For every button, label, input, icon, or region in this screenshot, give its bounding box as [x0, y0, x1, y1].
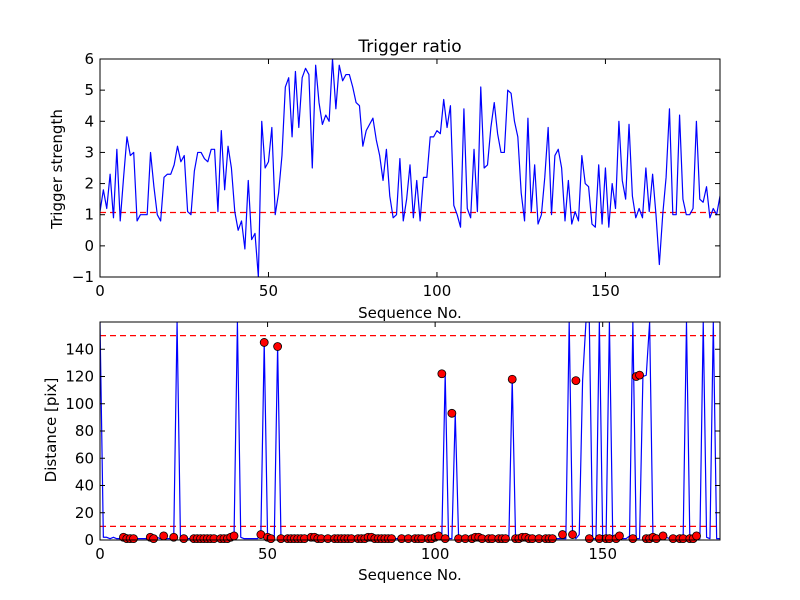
distance-subplot: 0 50 100 150 0 20 40 60 80 100 120 140 Sequence No… — [42, 321, 721, 584]
data-point-marker — [273, 342, 283, 351]
data-point-marker — [692, 531, 701, 541]
y-tick-label: 0 — [84, 531, 94, 549]
series-line — [100, 59, 720, 277]
data-point-marker — [584, 534, 594, 544]
x-tick-labels: 0 50 100 150 — [95, 322, 617, 563]
y-tick-label: 4 — [84, 112, 94, 130]
y-tick-label: 2 — [84, 175, 94, 193]
y-tick-labels: 0 20 40 60 80 100 120 140 — [65, 340, 720, 549]
y-tick-label: 1 — [84, 206, 94, 224]
y-tick-label: 100 — [65, 395, 94, 413]
data-point-marker — [615, 531, 624, 541]
y-axis-label: Trigger strength — [48, 109, 66, 230]
y-tick-label: −1 — [72, 268, 94, 286]
x-tick-label: 0 — [95, 545, 105, 563]
data-point-marker — [548, 534, 557, 544]
axes-frame — [99, 58, 721, 278]
data-point-marker — [259, 338, 269, 347]
distance-plot-area — [99, 321, 721, 544]
data-point-marker — [571, 376, 581, 385]
x-tick-label: 50 — [258, 545, 277, 563]
chart-title: Trigger ratio — [357, 37, 461, 57]
data-point-marker — [507, 374, 517, 384]
y-tick-labels: −1 0 1 2 3 4 5 6 — [72, 50, 720, 286]
data-point-marker — [447, 408, 457, 418]
data-point-marker — [658, 531, 668, 541]
data-point-marker — [635, 370, 644, 380]
data-point-marker — [169, 532, 179, 542]
data-point-marker — [179, 534, 189, 544]
y-tick-label: 40 — [75, 477, 94, 495]
y-tick-label: 5 — [84, 81, 94, 99]
y-tick-label: 0 — [84, 237, 94, 255]
data-point-marker — [149, 534, 159, 544]
data-point-marker — [440, 534, 450, 544]
data-point-marker — [266, 534, 276, 544]
data-point-marker — [437, 369, 447, 379]
y-tick-label: 6 — [84, 50, 94, 68]
x-tick-label: 150 — [591, 282, 620, 300]
x-tick-label: 0 — [95, 282, 105, 300]
y-tick-label: 80 — [75, 422, 94, 440]
data-point-marker — [568, 530, 577, 539]
y-tick-label: 60 — [75, 449, 94, 467]
x-tick-label: 100 — [423, 282, 452, 300]
plot-content — [100, 59, 720, 277]
data-point-marker — [558, 530, 567, 539]
x-tick-label: 100 — [421, 545, 450, 563]
data-point-marker — [129, 534, 138, 544]
x-tick-labels: 0 50 100 150 — [95, 59, 620, 300]
x-tick-label: 150 — [588, 545, 617, 563]
x-axis-label: Sequence No. — [358, 304, 462, 322]
x-axis-label: Sequence No. — [358, 566, 462, 584]
data-point-marker — [229, 531, 239, 541]
data-point-marker — [159, 531, 169, 541]
data-point-marker — [501, 534, 510, 544]
x-tick-label: 50 — [259, 282, 278, 300]
y-axis-label: Distance [pix] — [42, 378, 60, 483]
data-point-marker — [387, 534, 396, 544]
y-tick-label: 3 — [84, 143, 94, 161]
y-tick-label: 140 — [65, 340, 94, 358]
y-tick-label: 120 — [65, 368, 94, 386]
trigger-strength-plot-area — [99, 58, 721, 278]
y-tick-label: 20 — [75, 504, 94, 522]
data-point-marker — [628, 534, 638, 544]
